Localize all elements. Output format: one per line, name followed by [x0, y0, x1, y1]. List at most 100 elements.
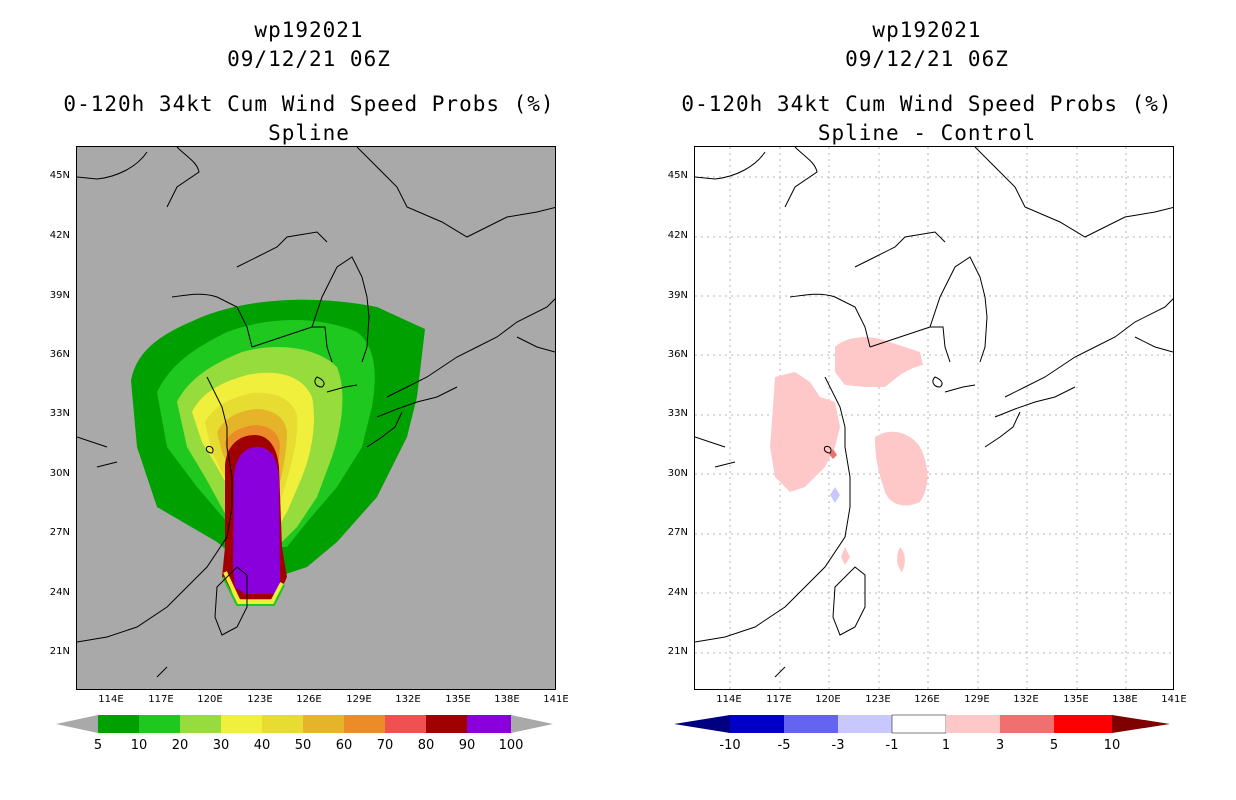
- colorbar-swatch: [344, 715, 385, 733]
- left-panel: wp192021 09/12/21 06Z 0-120h 34kt Cum Wi…: [49, 18, 569, 753]
- colorbar-label: -3: [831, 738, 845, 753]
- colorbar-swatch: [838, 715, 892, 733]
- difference-fill: [770, 337, 928, 572]
- right-panel: wp192021 09/12/21 06Z 0-120h 34kt Cum Wi…: [618, 0, 1236, 800]
- lon-label: 129E: [346, 694, 372, 705]
- colorbar-label: 20: [171, 738, 189, 753]
- coastlines: [695, 147, 1173, 678]
- lon-label: 141E: [1161, 694, 1187, 705]
- colorbar-label: 10: [130, 738, 148, 753]
- colorbar-label: -5: [777, 738, 791, 753]
- lon-label: 132E: [1013, 694, 1039, 705]
- colorbar-label: 3: [995, 738, 1005, 753]
- colorbar-swatch: [1000, 715, 1054, 733]
- lat-label: 30N: [667, 468, 688, 479]
- colorbar-swatch: [946, 715, 1000, 733]
- colorbar-max-arrow: [1112, 715, 1170, 733]
- lat-label: 39N: [49, 290, 70, 301]
- storm-id-title: wp192021: [254, 18, 364, 42]
- product-title: 0-120h 34kt Cum Wind Speed Probs (%): [681, 92, 1173, 116]
- lon-label: 123E: [247, 694, 273, 705]
- lat-label: 36N: [49, 349, 70, 360]
- lon-label: 117E: [148, 694, 174, 705]
- colorbar-label: 1: [941, 738, 951, 753]
- lon-label: 138E: [494, 694, 520, 705]
- lon-label: 126E: [914, 694, 940, 705]
- lat-label: 33N: [49, 408, 70, 419]
- lon-label: 120E: [815, 694, 841, 705]
- colorbar-swatch: [139, 715, 180, 733]
- lon-label: 132E: [395, 694, 421, 705]
- probability-colorbar: [56, 715, 553, 733]
- colorbar-label: 90: [458, 738, 476, 753]
- lat-label: 42N: [667, 230, 688, 241]
- colorbar-label: 5: [93, 738, 103, 753]
- colorbar-label: 30: [212, 738, 230, 753]
- colorbar-swatch: [891, 714, 947, 734]
- lat-label: 24N: [667, 587, 688, 598]
- colorbar-max-arrow: [511, 715, 553, 733]
- colorbar-label: 5: [1049, 738, 1059, 753]
- lat-label: 39N: [667, 290, 688, 301]
- lat-label: 30N: [49, 468, 70, 479]
- lon-label: 117E: [766, 694, 792, 705]
- lat-label: 33N: [667, 408, 688, 419]
- grid-lines: [695, 147, 1173, 689]
- date-title: 09/12/21 06Z: [227, 47, 391, 71]
- probability-map: [76, 146, 556, 690]
- lat-label: 45N: [667, 170, 688, 181]
- colorbar-label: 40: [253, 738, 271, 753]
- lon-label: 138E: [1112, 694, 1138, 705]
- colorbar-swatch: [180, 715, 221, 733]
- colorbar-label: 50: [294, 738, 312, 753]
- colorbar-swatch: [303, 715, 344, 733]
- difference-colorbar: [674, 714, 1170, 734]
- product-title: 0-120h 34kt Cum Wind Speed Probs (%): [63, 92, 555, 116]
- colorbar-swatch: [262, 715, 303, 733]
- lon-label: 126E: [296, 694, 322, 705]
- colorbar-swatch: [426, 715, 467, 733]
- colorbar-label: 80: [417, 738, 435, 753]
- colorbar-swatch: [1054, 715, 1112, 733]
- prob-band-edge-outer: [222, 576, 285, 606]
- prob-band-edge: [223, 571, 284, 604]
- lat-label: 42N: [49, 230, 70, 241]
- colorbar-label: -10: [719, 738, 741, 753]
- lon-label: 141E: [543, 694, 569, 705]
- colorbar-swatch: [784, 715, 838, 733]
- lat-label: 24N: [49, 587, 70, 598]
- difference-map: [694, 146, 1174, 690]
- colorbar-swatch: [467, 715, 511, 733]
- storm-id-title: wp192021: [872, 18, 982, 42]
- lon-label: 114E: [98, 694, 124, 705]
- colorbar-label: 70: [376, 738, 394, 753]
- colorbar-label: 10: [1103, 738, 1121, 753]
- lat-label: 27N: [49, 527, 70, 538]
- lon-label: 114E: [716, 694, 742, 705]
- difference-negative: [830, 487, 840, 503]
- coastlines: [77, 147, 555, 678]
- lon-label: 135E: [445, 694, 471, 705]
- lon-label: 135E: [1063, 694, 1089, 705]
- lon-label: 123E: [865, 694, 891, 705]
- method-title: Spline - Control: [817, 121, 1037, 145]
- colorbar-swatch: [385, 715, 426, 733]
- colorbar-swatch: [98, 715, 139, 733]
- prob-band-100: [233, 447, 280, 594]
- colorbar-min-arrow: [674, 715, 730, 733]
- colorbar-min-arrow: [56, 715, 98, 733]
- lon-label: 129E: [964, 694, 990, 705]
- lat-label: 21N: [49, 646, 70, 657]
- lat-label: 27N: [667, 527, 688, 538]
- colorbar-swatch: [730, 715, 784, 733]
- colorbar-label: -1: [885, 738, 899, 753]
- lat-label: 45N: [49, 170, 70, 181]
- lon-label: 120E: [197, 694, 223, 705]
- lat-label: 21N: [667, 646, 688, 657]
- colorbar-label: 100: [498, 738, 524, 753]
- method-title: Spline: [268, 121, 350, 145]
- date-title: 09/12/21 06Z: [845, 47, 1009, 71]
- colorbar-swatch: [221, 715, 262, 733]
- lat-label: 36N: [667, 349, 688, 360]
- colorbar-label: 60: [335, 738, 353, 753]
